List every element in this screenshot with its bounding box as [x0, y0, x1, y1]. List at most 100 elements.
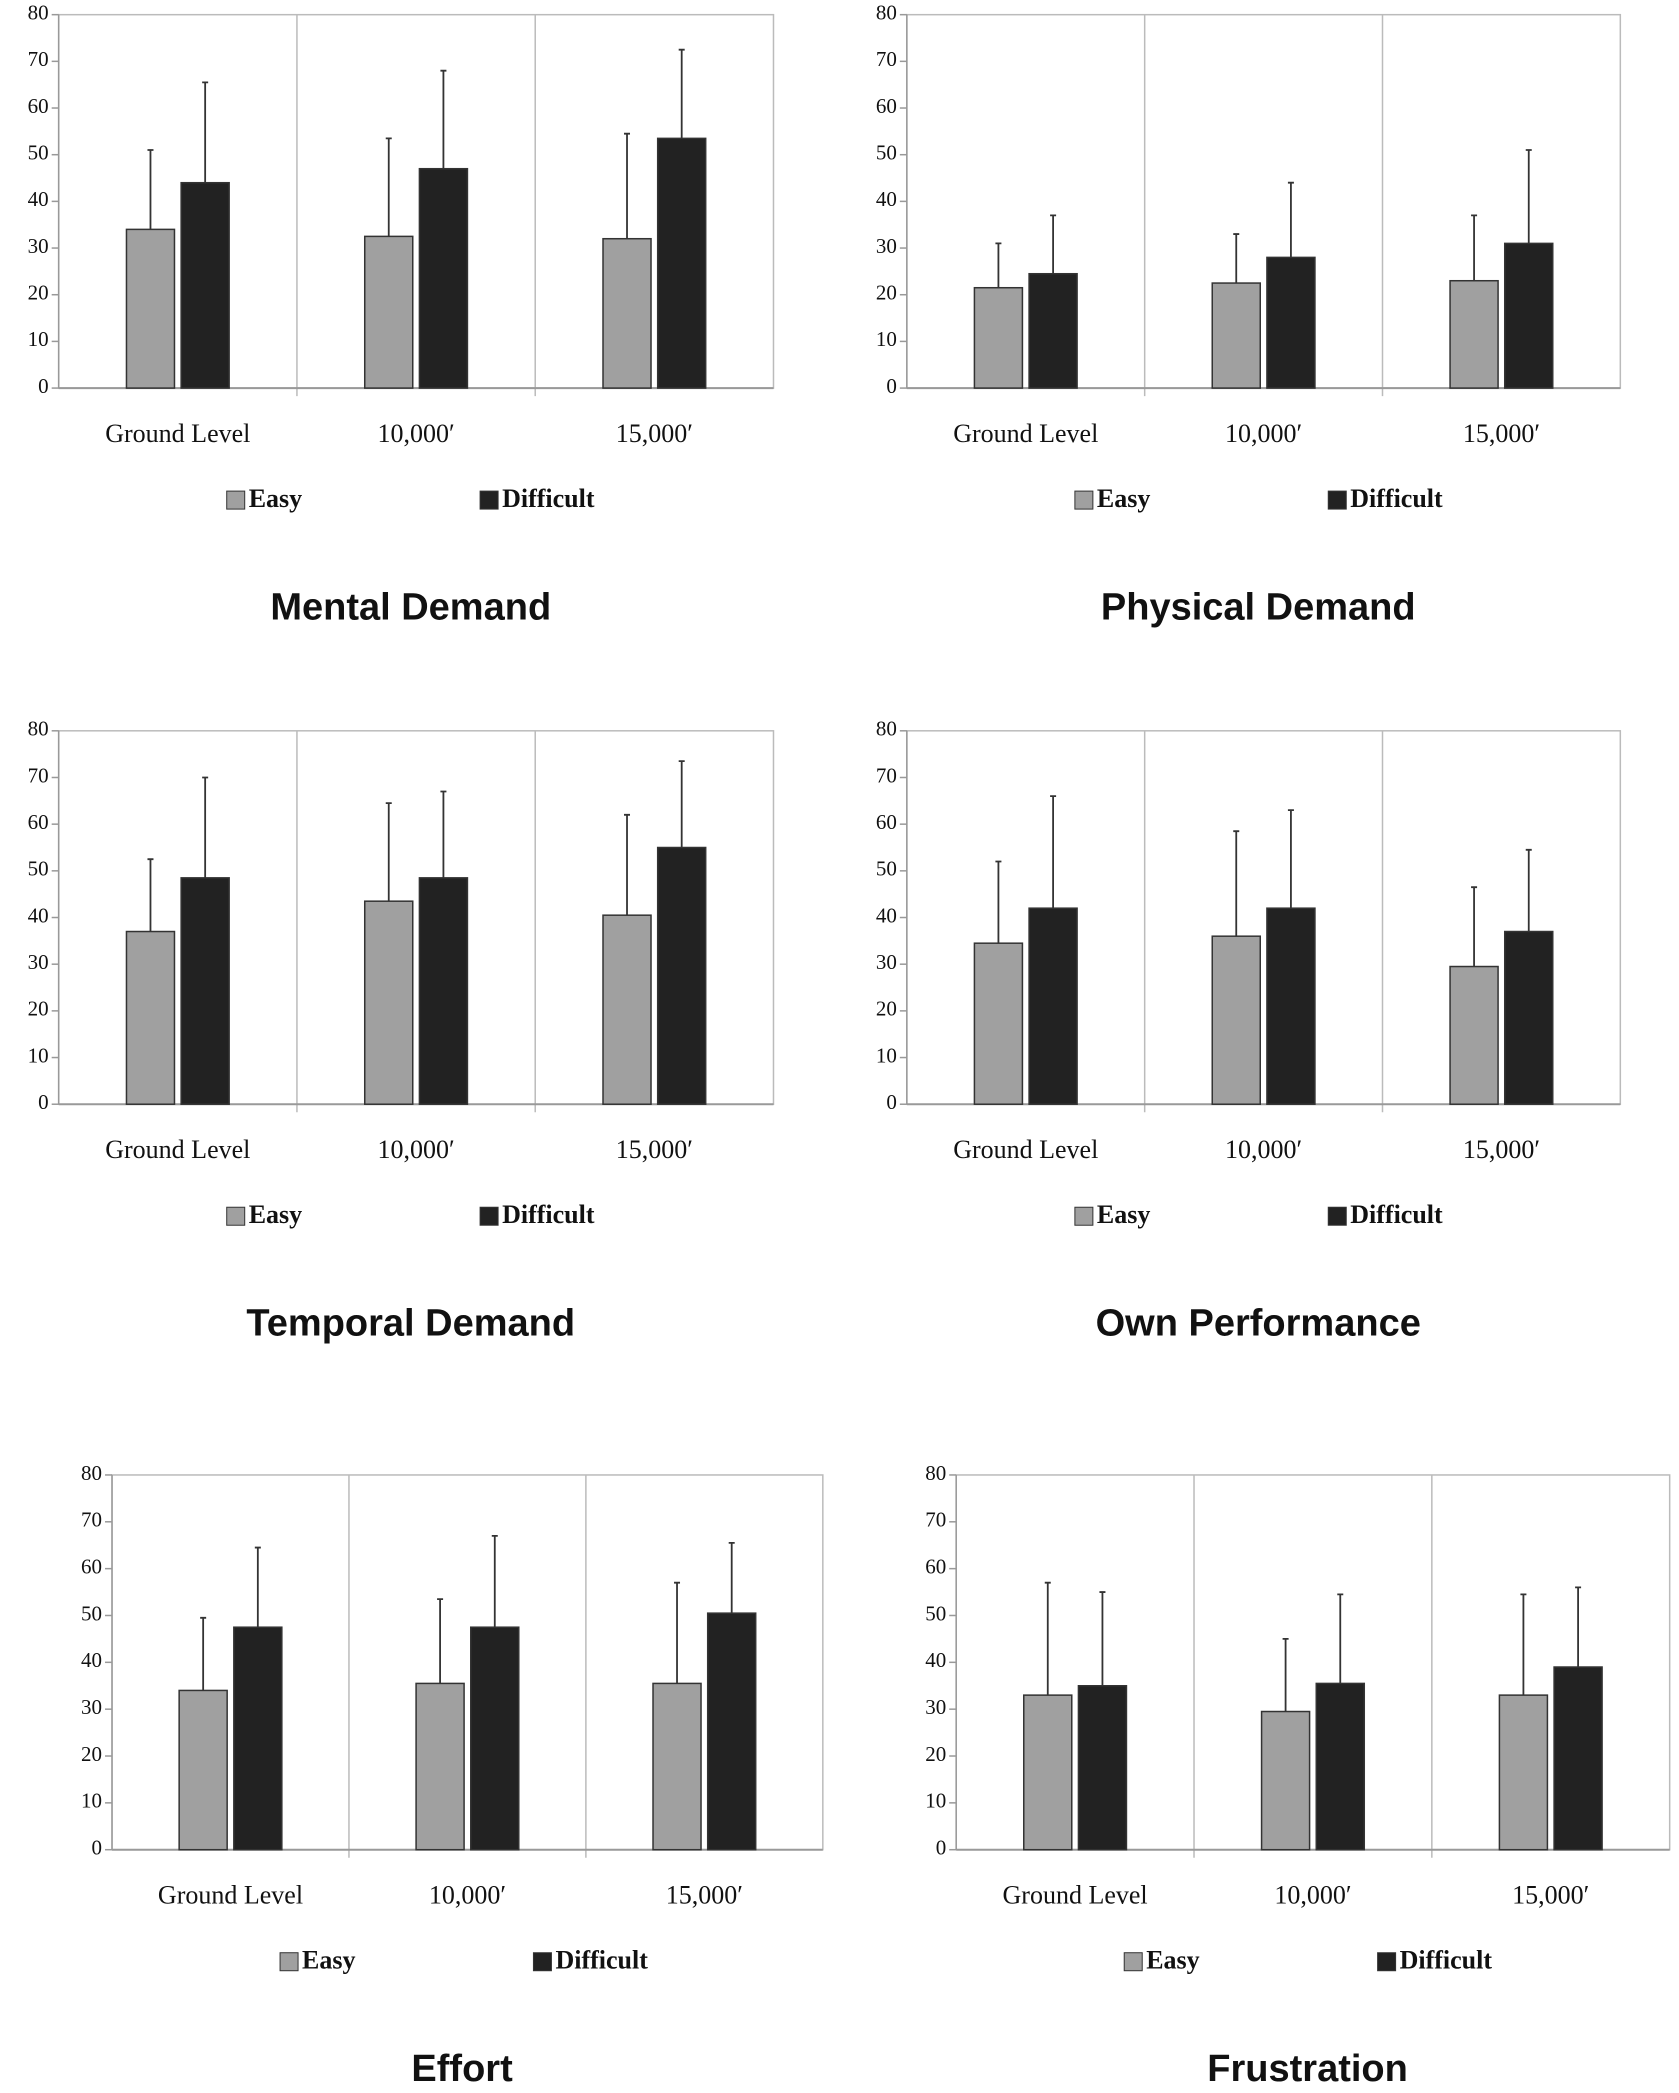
x-tick-label: 15,000′: [666, 1881, 743, 1910]
error-bar: [995, 242, 1002, 288]
bar: [1211, 282, 1262, 389]
bar: [1260, 1710, 1311, 1851]
x-tick-label: Ground Level: [953, 419, 1098, 448]
error-bar: [674, 1581, 681, 1684]
bar: [652, 1682, 702, 1851]
error-bar: [147, 149, 154, 230]
bar: [180, 877, 230, 1105]
y-tick-label: 60: [28, 94, 49, 118]
bar: [1028, 907, 1078, 1105]
bar: [415, 1682, 465, 1851]
y-tick-label: 20: [28, 281, 49, 305]
chart: 0 10 20 30 40 50 60 70 80 Ground Level 10,000′ 15,0…: [28, 717, 775, 1345]
legend-label: Difficult: [502, 484, 595, 513]
bar: [1315, 1682, 1366, 1851]
bar: [1077, 1685, 1128, 1851]
y-tick-label: 20: [925, 1742, 946, 1766]
x-tick-label: 15,000′: [1463, 419, 1540, 448]
bar: [363, 900, 414, 1105]
bar: [1266, 256, 1316, 389]
legend-swatch: [1074, 1206, 1094, 1226]
y-tick-label: 60: [876, 94, 897, 118]
bar: [656, 846, 707, 1105]
y-tick-label: 10: [876, 1043, 897, 1067]
legend-swatch: [1327, 490, 1347, 510]
y-tick-label: 20: [876, 997, 897, 1021]
legend-swatch: [1074, 490, 1094, 510]
x-tick-label: 15,000′: [616, 1135, 693, 1164]
y-tick-label: 0: [886, 374, 897, 398]
y-tick-label: 30: [81, 1695, 102, 1719]
chart-title: Frustration: [1207, 2048, 1408, 2090]
bar: [470, 1626, 520, 1851]
error-bar: [1050, 214, 1057, 274]
error-bar: [1337, 1593, 1344, 1684]
bar: [178, 1689, 228, 1851]
error-bar: [254, 1546, 261, 1628]
chart: 0 10 20 30 40 50 60 70 80 Ground Level 10,000′ 15,0…: [925, 1461, 1671, 2090]
y-tick-label: 50: [28, 857, 49, 881]
bar: [418, 877, 469, 1105]
error-bar: [200, 1616, 207, 1691]
legend-label: Easy: [1146, 1946, 1199, 1975]
y-tick-label: 80: [28, 717, 49, 741]
bar: [363, 235, 414, 389]
legend-label: Easy: [249, 484, 302, 513]
bar: [1498, 1694, 1549, 1851]
y-tick-label: 70: [876, 47, 897, 71]
error-bar: [678, 48, 685, 139]
bar: [973, 942, 1024, 1105]
legend-label: Easy: [249, 1200, 302, 1229]
error-bar: [202, 81, 209, 183]
y-tick-label: 80: [925, 1461, 946, 1485]
x-tick-label: 15,000′: [1463, 1135, 1540, 1164]
error-bar: [440, 790, 447, 878]
y-tick-label: 20: [28, 997, 49, 1021]
error-bar: [385, 802, 392, 902]
error-bar: [1044, 1581, 1051, 1696]
y-tick-label: 10: [28, 1043, 49, 1067]
y-tick-label: 50: [876, 857, 897, 881]
y-tick-label: 80: [81, 1461, 102, 1485]
y-tick-label: 70: [925, 1508, 946, 1532]
y-tick-label: 10: [81, 1789, 102, 1813]
x-tick-label: 15,000′: [616, 419, 693, 448]
y-tick-label: 80: [876, 0, 897, 24]
y-tick-label: 0: [38, 1090, 49, 1114]
error-bar: [995, 860, 1002, 944]
error-bar: [1099, 1591, 1106, 1686]
legend-swatch: [226, 490, 246, 510]
error-bar: [437, 1598, 444, 1684]
legend-swatch: [479, 1206, 499, 1226]
legend-label: Easy: [302, 1946, 355, 1975]
y-tick-label: 30: [28, 234, 49, 258]
error-bar: [1233, 233, 1240, 284]
y-tick-label: 30: [28, 950, 49, 974]
y-tick-label: 40: [925, 1648, 946, 1672]
error-bar: [1471, 214, 1478, 281]
error-bar: [385, 137, 392, 237]
chart-title: Physical Demand: [1101, 586, 1416, 628]
x-tick-label: 10,000′: [1225, 1135, 1302, 1164]
error-bar: [1287, 181, 1294, 258]
error-bar: [1287, 809, 1294, 909]
bar: [1023, 1694, 1073, 1851]
y-tick-label: 10: [28, 327, 49, 351]
legend-swatch: [226, 1206, 246, 1226]
y-tick-label: 40: [28, 903, 49, 927]
y-tick-label: 70: [81, 1508, 102, 1532]
y-tick-label: 40: [28, 187, 49, 211]
chart: 0 10 20 30 40 50 60 70 80 Ground Level 10,000′ 15,0…: [28, 0, 775, 628]
x-tick-label: 10,000′: [377, 419, 454, 448]
bar: [125, 228, 176, 389]
y-tick-label: 70: [28, 47, 49, 71]
y-tick-label: 80: [876, 717, 897, 741]
x-tick-label: Ground Level: [953, 1135, 1098, 1164]
legend-label: Easy: [1097, 484, 1150, 513]
legend-swatch: [532, 1952, 552, 1972]
y-tick-label: 60: [28, 810, 49, 834]
y-tick-label: 60: [81, 1554, 102, 1578]
bar: [1503, 930, 1554, 1105]
